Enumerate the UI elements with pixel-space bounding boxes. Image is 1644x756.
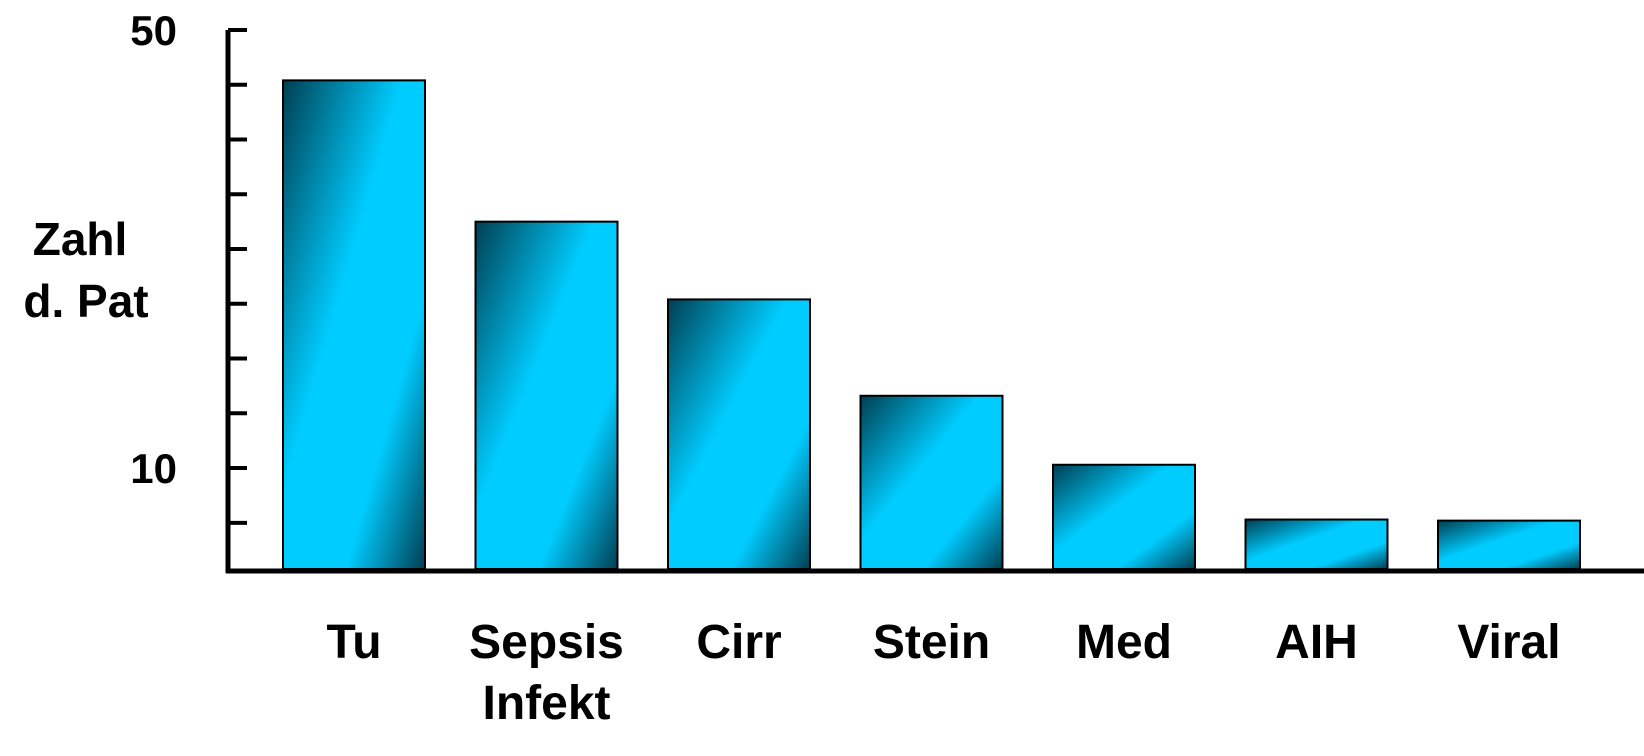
x-tick-label: Stein: [873, 616, 990, 669]
x-tick-label: Infekt: [482, 677, 610, 730]
bar-2: [667, 298, 811, 570]
labels-group: Tu Sepsis Infekt Cirr Stein Med AIH Viral 50 10 Za…: [23, 7, 1560, 730]
bar-5: [1244, 518, 1389, 570]
bar-3: [859, 394, 1004, 570]
bar-1: [474, 220, 619, 570]
axes-group: [225, 28, 1644, 574]
bar-4: [1052, 463, 1196, 570]
x-tick-label: Viral: [1457, 616, 1560, 669]
x-tick-label: Cirr: [696, 616, 781, 669]
y-tick-label: 10: [130, 445, 177, 492]
y-axis-label: d. Pat: [23, 275, 148, 327]
y-tick-label: 50: [130, 7, 177, 54]
x-tick-label: AIH: [1275, 616, 1358, 669]
x-tick-label: Tu: [326, 616, 381, 669]
bar-0: [282, 79, 426, 570]
y-axis-label: Zahl: [33, 213, 128, 265]
x-tick-label: Sepsis: [469, 616, 624, 669]
x-tick-label: Med: [1076, 616, 1172, 669]
bar-6: [1437, 519, 1581, 570]
bars-group: [282, 79, 1581, 570]
